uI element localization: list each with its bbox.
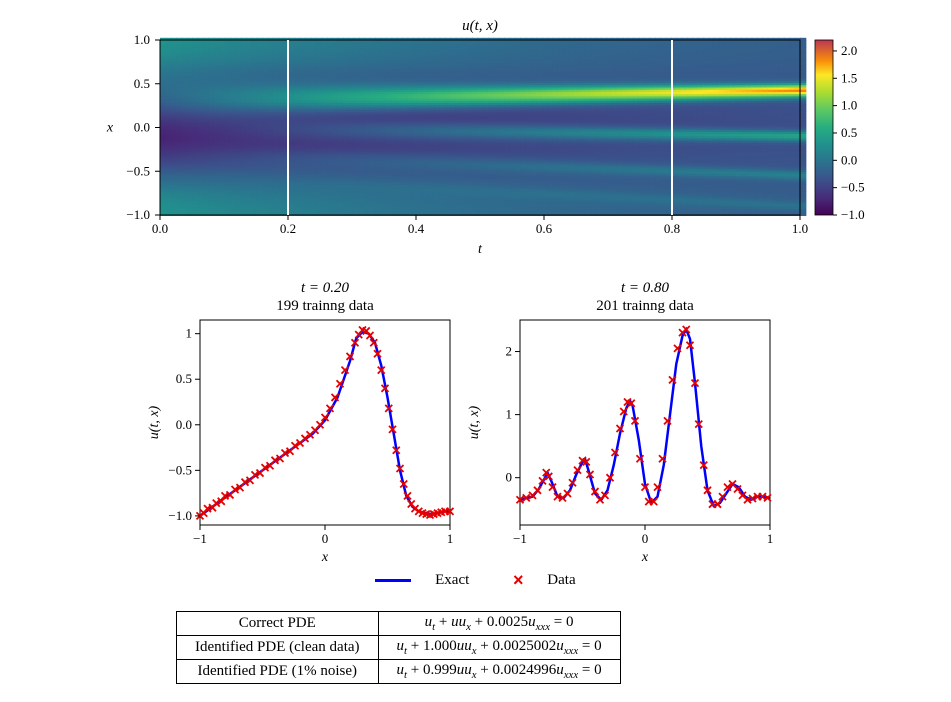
figure-container: 0.00.20.40.60.81.0−1.0−0.50.00.51.0txu(t…	[0, 0, 951, 702]
table-equation: ut + 0.999uux + 0.0024996uxxx = 0	[378, 660, 620, 684]
table-row: Correct PDEut + uux + 0.0025uxxx = 0	[177, 612, 621, 636]
legend-line-icon	[375, 579, 411, 582]
legend-exact-label: Exact	[435, 572, 469, 588]
table-equation: ut + 1.000uux + 0.0025002uxxx = 0	[378, 636, 620, 660]
legend-exact: Exact	[365, 572, 483, 588]
legend: Exact × Data	[0, 570, 951, 591]
legend-x-icon: ×	[513, 570, 524, 591]
table-equation: ut + uux + 0.0025uxxx = 0	[378, 612, 620, 636]
legend-data: × Data	[503, 572, 586, 588]
pde-table: Correct PDEut + uux + 0.0025uxxx = 0Iden…	[176, 611, 621, 684]
table-row: Identified PDE (1% noise)ut + 0.999uux +…	[177, 660, 621, 684]
table-label: Identified PDE (clean data)	[177, 636, 379, 660]
slice-panel-t080: −101012xu(t, x)t = 0.80201 trainng data	[0, 0, 951, 600]
table-row: Identified PDE (clean data)ut + 1.000uux…	[177, 636, 621, 660]
table-label: Identified PDE (1% noise)	[177, 660, 379, 684]
table-label: Correct PDE	[177, 612, 379, 636]
legend-data-label: Data	[547, 572, 575, 588]
